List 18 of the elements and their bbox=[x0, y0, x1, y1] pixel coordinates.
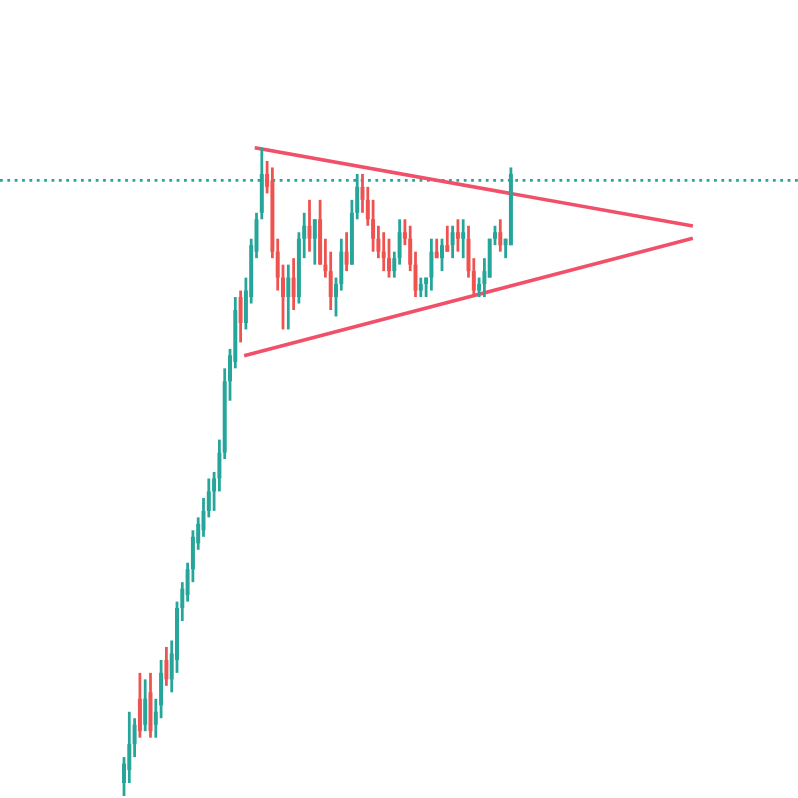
candlestick bbox=[137, 671, 142, 740]
candlestick bbox=[312, 217, 317, 267]
candlestick bbox=[455, 217, 460, 254]
candlestick bbox=[387, 237, 391, 279]
candlestick bbox=[238, 289, 243, 344]
candlestick bbox=[440, 237, 444, 273]
candlestick bbox=[344, 230, 349, 273]
candlestick bbox=[381, 230, 386, 273]
candlestick bbox=[286, 263, 291, 331]
candlestick bbox=[418, 276, 423, 299]
candlestick bbox=[461, 217, 466, 260]
candlestick bbox=[450, 224, 455, 260]
candlestick bbox=[164, 645, 169, 688]
candlestick bbox=[445, 224, 450, 254]
candlestick bbox=[143, 677, 148, 733]
candlestick bbox=[498, 217, 503, 254]
candlestick bbox=[291, 256, 296, 312]
candlestick bbox=[429, 237, 434, 292]
